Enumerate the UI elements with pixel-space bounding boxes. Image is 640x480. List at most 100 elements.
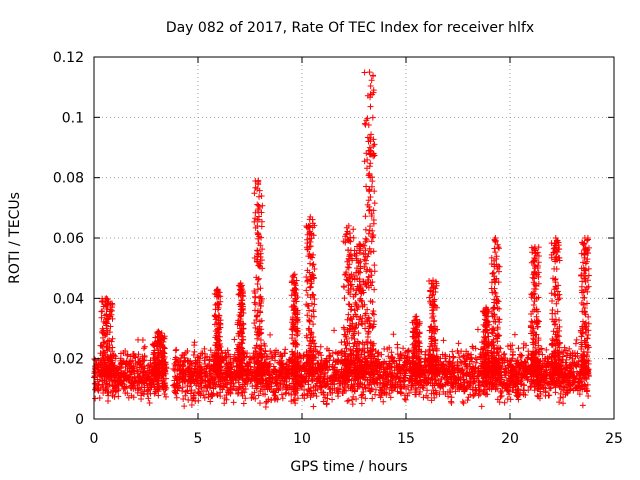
data-point: [556, 399, 563, 406]
data-point: [370, 72, 377, 79]
data-point: [349, 401, 356, 408]
data-point: [159, 380, 166, 387]
data-point: [501, 399, 508, 406]
data-points: [91, 69, 592, 411]
data-point: [94, 376, 101, 383]
data-point: [145, 376, 152, 383]
data-point: [341, 326, 348, 333]
data-point: [146, 368, 153, 375]
data-point: [140, 391, 147, 398]
data-point: [130, 363, 137, 370]
data-point: [115, 393, 122, 400]
data-point: [124, 352, 131, 359]
data-point: [122, 385, 129, 392]
data-point: [329, 396, 336, 403]
data-point: [449, 348, 456, 355]
data-point: [190, 352, 197, 359]
data-point: [231, 336, 238, 343]
data-point: [155, 377, 162, 384]
data-point: [282, 346, 289, 353]
data-point: [160, 383, 167, 390]
data-point: [585, 392, 592, 399]
data-point: [380, 398, 387, 405]
data-point: [560, 400, 567, 407]
data-point: [320, 398, 327, 405]
data-point: [364, 306, 371, 313]
data-point: [139, 353, 146, 360]
data-point: [92, 366, 99, 373]
data-point: [112, 353, 119, 360]
data-point: [118, 380, 125, 387]
data-point: [344, 398, 351, 405]
data-point: [257, 337, 264, 344]
data-point: [363, 183, 370, 190]
data-point: [501, 350, 508, 357]
data-point: [144, 387, 151, 394]
data-point: [557, 394, 564, 401]
data-point: [371, 200, 378, 207]
data-point: [128, 392, 135, 399]
data-point: [367, 82, 374, 89]
data-point: [111, 393, 118, 400]
data-point: [230, 399, 237, 406]
data-point: [310, 261, 317, 268]
data-point: [500, 351, 507, 358]
data-point: [106, 381, 113, 388]
data-point: [307, 243, 314, 250]
data-point: [367, 103, 374, 110]
data-point: [172, 347, 179, 354]
data-point: [135, 359, 142, 366]
data-point: [267, 331, 274, 338]
data-point: [366, 170, 373, 177]
data-point: [262, 404, 269, 411]
data-point: [405, 347, 412, 354]
data-point: [358, 400, 365, 407]
data-point: [397, 389, 404, 396]
data-point: [252, 294, 259, 301]
data-point: [105, 397, 112, 404]
data-point: [93, 382, 100, 389]
data-point: [140, 345, 147, 352]
data-point: [127, 371, 134, 378]
data-point: [323, 401, 330, 408]
data-point: [124, 373, 131, 380]
data-point: [289, 331, 296, 338]
data-point: [369, 114, 376, 121]
data-point: [452, 388, 459, 395]
data-point: [95, 387, 102, 394]
data-point: [448, 394, 455, 401]
data-point: [362, 257, 369, 264]
data-point: [147, 361, 154, 368]
data-point: [319, 389, 326, 396]
data-point: [102, 382, 109, 389]
data-point: [561, 344, 568, 351]
data-point: [552, 389, 559, 396]
data-point: [104, 390, 111, 397]
data-point: [92, 395, 99, 402]
data-point: [303, 287, 310, 294]
data-point: [267, 347, 274, 354]
data-point: [371, 262, 378, 269]
data-point: [362, 235, 369, 242]
data-point: [474, 326, 481, 333]
data-point: [350, 234, 357, 241]
data-point: [307, 385, 314, 392]
data-point: [136, 373, 143, 380]
data-point: [201, 345, 208, 352]
data-point: [326, 353, 333, 360]
data-point: [448, 398, 455, 405]
data-point: [318, 352, 325, 359]
data-point: [127, 353, 134, 360]
data-point: [236, 384, 243, 391]
data-point: [459, 398, 466, 405]
data-point: [369, 234, 376, 241]
data-point: [245, 376, 252, 383]
data-point: [402, 396, 409, 403]
data-point: [181, 403, 188, 410]
data-point: [498, 392, 505, 399]
data-point: [515, 345, 522, 352]
data-point: [124, 367, 131, 374]
data-point: [139, 337, 146, 344]
data-point: [129, 357, 136, 364]
